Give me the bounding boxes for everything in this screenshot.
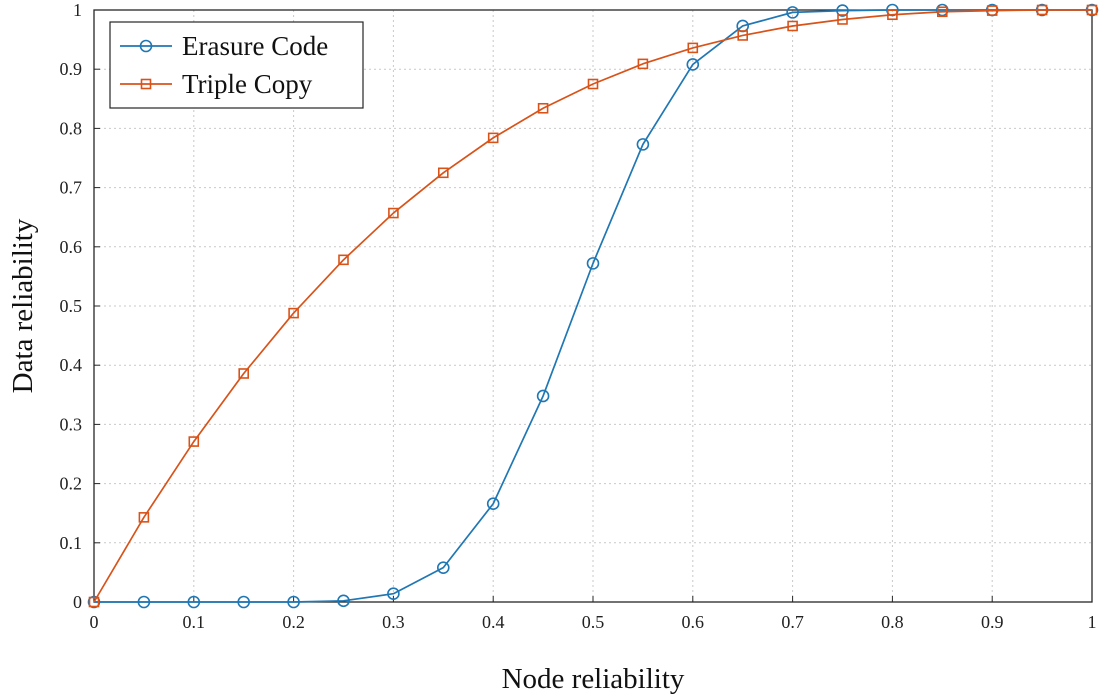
data-point-circle [486,497,500,511]
x-tick-label: 0.7 [781,612,804,632]
data-point-circle [786,6,799,19]
data-point-square [837,14,848,25]
legend: Erasure Code Triple Copy [109,21,364,109]
legend-box [109,21,364,109]
legend-entry: Erasure Code [120,31,328,61]
data-point-circle [636,138,650,151]
data-point-circle [436,561,450,574]
x-tick-label: 1 [1088,612,1097,632]
data-point-square [537,102,549,114]
data-point-circle [536,389,550,403]
legend-label: Triple Copy [182,69,313,99]
series-layer [87,3,1099,609]
x-tick-label: 0.8 [881,612,904,632]
data-point-circle [87,595,101,609]
data-point-square [1036,4,1048,16]
data-point-circle [686,58,700,71]
data-point-square [587,78,599,90]
data-point-square [188,436,200,447]
data-point-circle [139,39,153,53]
y-tick-label: 0.9 [60,59,83,79]
x-tick-label: 0 [90,612,99,632]
data-point-square [338,254,349,266]
data-point-circle [137,595,151,609]
series-1 [87,3,1099,609]
data-point-square [787,20,798,32]
data-point-square [138,512,150,523]
tick-layer: 0 0.1 0.2 0.3 0.4 0.5 0.6 0.7 0.8 0.9 1 0 0.1 0.2 0.3 0… [60,0,1097,632]
x-tick-label: 0.4 [482,612,505,632]
data-point-circle [187,595,201,609]
y-tick-label: 0.3 [60,414,83,434]
y-tick-label: 0.2 [60,474,83,494]
y-tick-label: 1 [73,0,82,20]
data-point-square [487,132,499,144]
data-point-square [288,307,299,319]
legend-label: Erasure Code [182,31,328,61]
y-tick-label: 0.5 [60,296,83,316]
data-point-circle [586,257,600,270]
data-point-circle [287,595,300,609]
data-point-square [737,30,749,41]
x-tick-label: 0.5 [582,612,605,632]
y-tick-label: 0.8 [60,118,83,138]
y-axis-label: Data reliability [7,218,39,393]
data-point-square [887,9,898,21]
data-point-circle [836,4,849,17]
y-tick-label: 0.1 [60,533,83,553]
x-tick-label: 0.6 [682,612,705,632]
y-tick-label: 0.7 [60,178,83,198]
x-axis-label: Node reliability [502,663,685,695]
data-point-square [936,6,948,18]
data-point-circle [337,594,350,608]
x-tick-label: 0.3 [382,612,405,632]
series-line [93,9,1092,603]
x-tick-label: 0.2 [282,612,305,632]
data-point-square [88,596,100,608]
data-point-square [1086,4,1098,16]
x-tick-label: 0.9 [981,612,1004,632]
data-point-circle [387,587,400,601]
legend-entry: Triple Copy [120,69,313,99]
y-tick-label: 0.4 [60,355,83,375]
series-2 [88,4,1098,608]
data-point-square [388,207,399,219]
data-point-circle [237,595,250,609]
data-point-square [238,368,249,379]
data-point-square [986,5,998,16]
data-point-square [687,42,699,54]
data-point-square [637,58,649,70]
data-point-square [437,167,449,179]
data-point-square [140,78,152,90]
x-tick-label: 0.1 [183,612,206,632]
y-tick-label: 0 [73,592,82,612]
series-line [94,9,1092,603]
y-tick-label: 0.6 [60,237,83,257]
